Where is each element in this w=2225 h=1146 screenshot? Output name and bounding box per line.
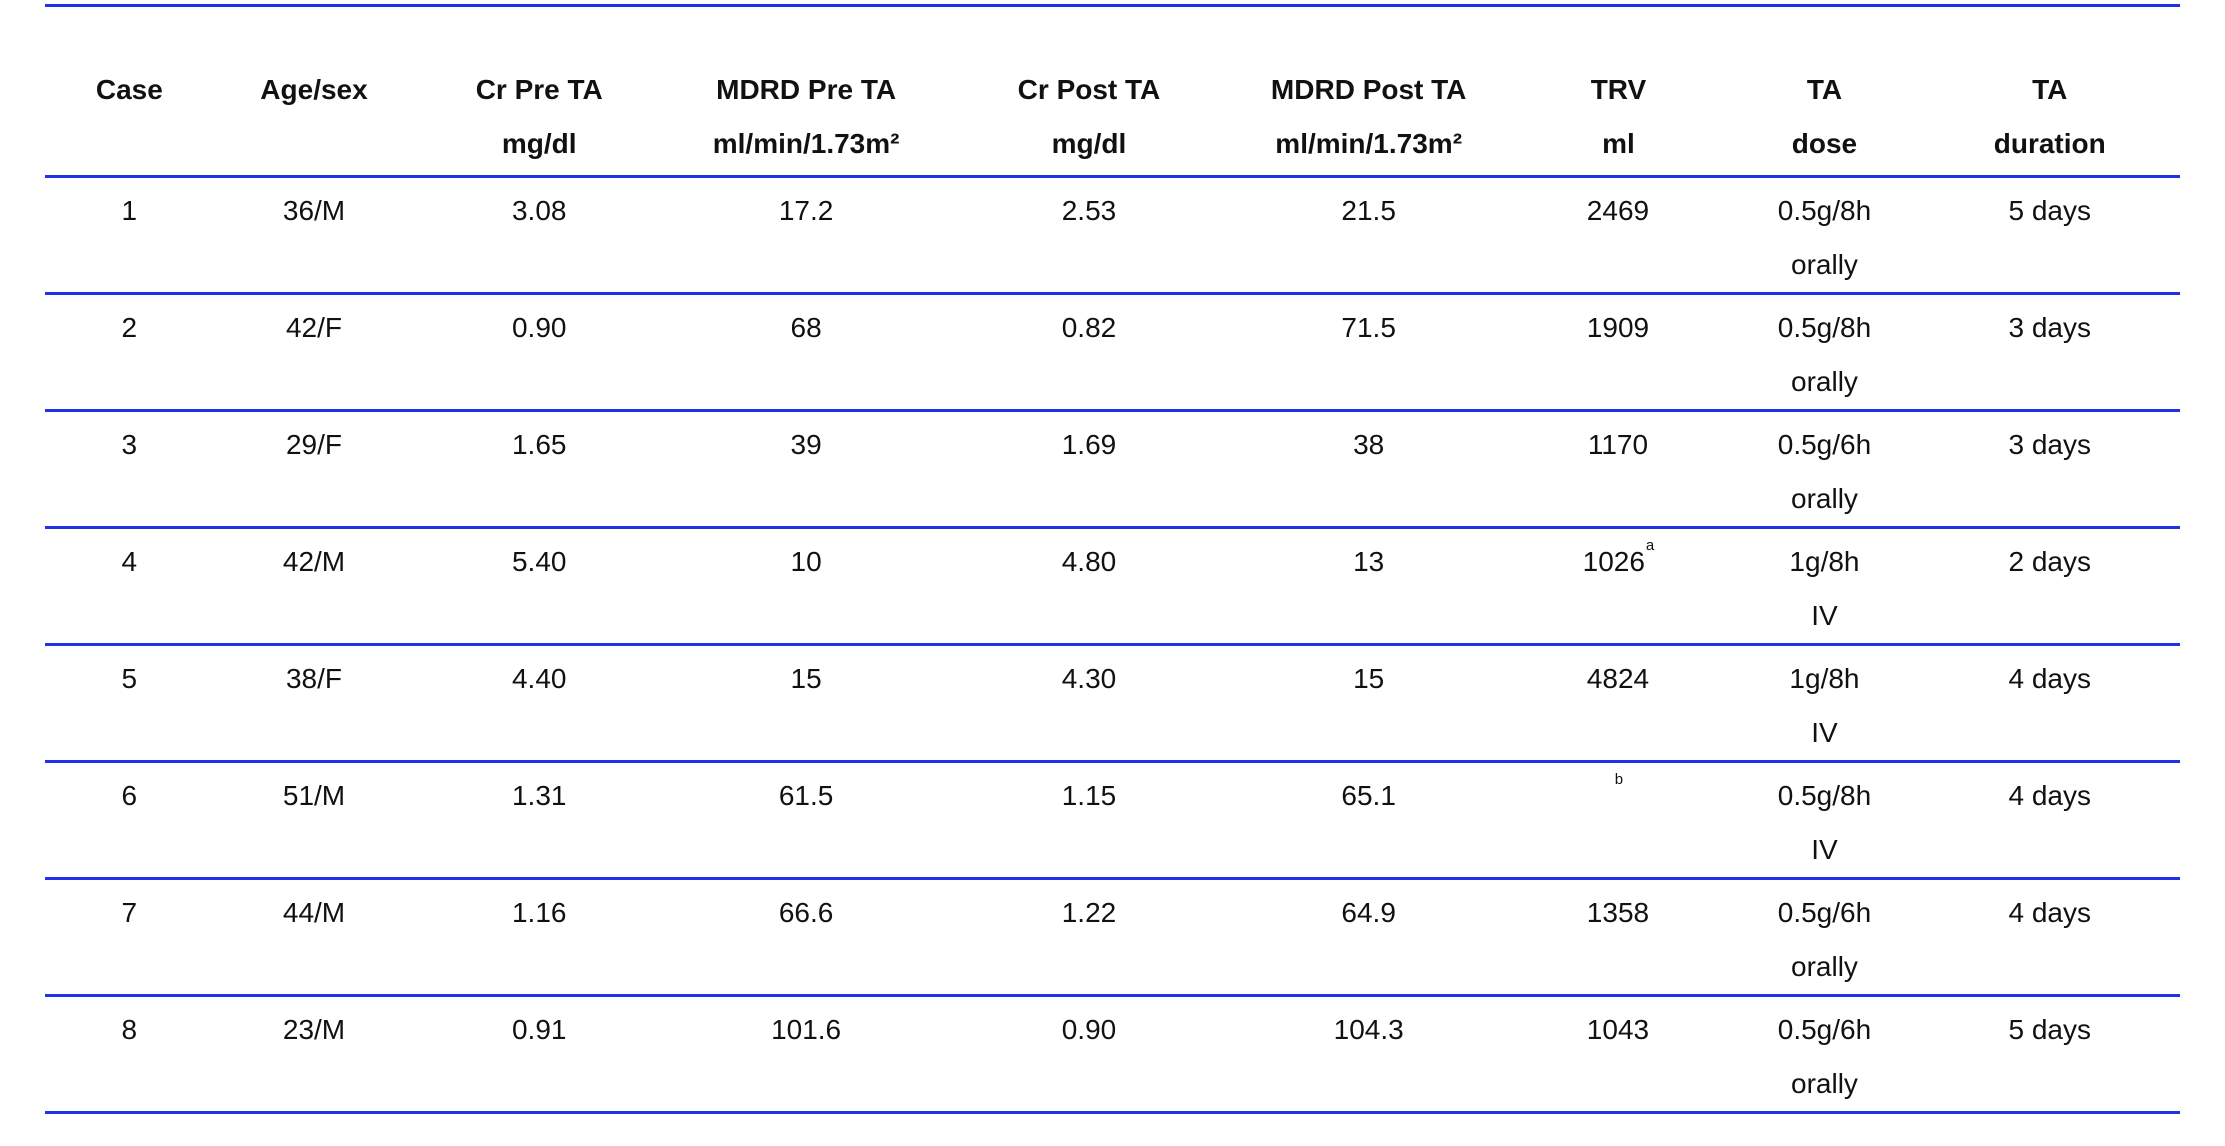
table-row: 7 44/M 1.16 66.6 1.22 64.9 1358 0.5g/6h o… bbox=[45, 878, 2180, 997]
cell-cr-pre-ta: 5.40 bbox=[414, 527, 665, 646]
cell-mdrd-pre-ta: 68 bbox=[664, 293, 949, 412]
cell-cr-pre-ta: 1.31 bbox=[414, 761, 665, 880]
cell-ta-dose: 0.5g/6h orally bbox=[1729, 878, 1920, 997]
cell-mdrd-pre-ta: 39 bbox=[664, 410, 949, 529]
cell-cr-pre-ta: 0.90 bbox=[414, 293, 665, 412]
cell-cr-pre-ta: 4.40 bbox=[414, 644, 665, 763]
cell-cr-pre-ta: 1.65 bbox=[414, 410, 665, 529]
cell-age-sex: 51/M bbox=[213, 761, 415, 880]
cell-cr-post-ta: 2.53 bbox=[948, 176, 1230, 295]
cell-mdrd-post-ta: 104.3 bbox=[1229, 995, 1508, 1114]
case-table-container: Case Age/sex Cr Pre TA mg/dl MDRD Pre TA m… bbox=[45, 4, 2180, 1114]
cell-case: 3 bbox=[45, 410, 214, 529]
cell-age-sex: 29/F bbox=[213, 410, 415, 529]
cell-age-sex: 42/F bbox=[213, 293, 415, 412]
table-row: 1 36/M 3.08 17.2 2.53 21.5 2469 0.5g/8h o… bbox=[45, 176, 2180, 295]
cell-ta-dose: 0.5g/8h IV bbox=[1729, 761, 1920, 880]
table-row: 2 42/F 0.90 68 0.82 71.5 1909 0.5g/8h ora… bbox=[45, 293, 2180, 412]
cell-age-sex: 42/M bbox=[213, 527, 415, 646]
cell-mdrd-pre-ta: 10 bbox=[664, 527, 949, 646]
cell-age-sex: 23/M bbox=[213, 995, 415, 1114]
cell-cr-post-ta: 1.69 bbox=[948, 410, 1230, 529]
cell-case: 5 bbox=[45, 644, 214, 763]
cell-mdrd-pre-ta: 101.6 bbox=[664, 995, 949, 1114]
cell-ta-dose: 0.5g/8h orally bbox=[1729, 176, 1920, 295]
cell-trv: b bbox=[1507, 761, 1730, 880]
cell-ta-duration: 5 days bbox=[1919, 995, 2180, 1114]
column-header-age-sex: Age/sex bbox=[213, 4, 415, 178]
table-row: 4 42/M 5.40 10 4.80 13 1026a 1g/8h IV 2 d… bbox=[45, 527, 2180, 646]
cell-cr-pre-ta: 0.91 bbox=[414, 995, 665, 1114]
cell-mdrd-post-ta: 64.9 bbox=[1229, 878, 1508, 997]
table-row: 6 51/M 1.31 61.5 1.15 65.1 b 0.5g/8h IV 4… bbox=[45, 761, 2180, 880]
column-header-trv: TRV ml bbox=[1507, 4, 1730, 178]
cell-trv: 1909 bbox=[1507, 293, 1730, 412]
cell-mdrd-pre-ta: 17.2 bbox=[664, 176, 949, 295]
trv-footnote-marker: b bbox=[1614, 770, 1624, 788]
cell-ta-duration: 4 days bbox=[1919, 644, 2180, 763]
cell-mdrd-post-ta: 65.1 bbox=[1229, 761, 1508, 880]
cell-trv: 4824 bbox=[1507, 644, 1730, 763]
cell-ta-dose: 0.5g/8h orally bbox=[1729, 293, 1920, 412]
cell-cr-post-ta: 0.90 bbox=[948, 995, 1230, 1114]
cell-mdrd-post-ta: 38 bbox=[1229, 410, 1508, 529]
cell-mdrd-post-ta: 15 bbox=[1229, 644, 1508, 763]
cell-age-sex: 36/M bbox=[213, 176, 415, 295]
cell-ta-duration: 5 days bbox=[1919, 176, 2180, 295]
cell-ta-duration: 4 days bbox=[1919, 761, 2180, 880]
cell-ta-dose: 0.5g/6h orally bbox=[1729, 995, 1920, 1114]
cell-case: 6 bbox=[45, 761, 214, 880]
cell-trv: 1026a bbox=[1507, 527, 1730, 646]
table-row: 5 38/F 4.40 15 4.30 15 4824 1g/8h IV 4 da… bbox=[45, 644, 2180, 763]
cell-trv: 1043 bbox=[1507, 995, 1730, 1114]
column-header-case: Case bbox=[45, 4, 214, 178]
column-header-cr-post-ta: Cr Post TA mg/dl bbox=[948, 4, 1230, 178]
cell-case: 7 bbox=[45, 878, 214, 997]
cell-mdrd-post-ta: 71.5 bbox=[1229, 293, 1508, 412]
cell-cr-post-ta: 1.15 bbox=[948, 761, 1230, 880]
cell-cr-pre-ta: 3.08 bbox=[414, 176, 665, 295]
cell-cr-post-ta: 1.22 bbox=[948, 878, 1230, 997]
cell-cr-post-ta: 4.30 bbox=[948, 644, 1230, 763]
cell-ta-dose: 1g/8h IV bbox=[1729, 527, 1920, 646]
cell-cr-post-ta: 0.82 bbox=[948, 293, 1230, 412]
cell-case: 2 bbox=[45, 293, 214, 412]
cell-case: 8 bbox=[45, 995, 214, 1114]
cell-mdrd-pre-ta: 61.5 bbox=[664, 761, 949, 880]
cell-ta-duration: 2 days bbox=[1919, 527, 2180, 646]
cell-mdrd-pre-ta: 66.6 bbox=[664, 878, 949, 997]
column-header-ta-duration: TA duration bbox=[1919, 4, 2180, 178]
cell-ta-duration: 3 days bbox=[1919, 410, 2180, 529]
cell-cr-pre-ta: 1.16 bbox=[414, 878, 665, 997]
cell-trv: 1170 bbox=[1507, 410, 1730, 529]
cell-mdrd-post-ta: 21.5 bbox=[1229, 176, 1508, 295]
cell-case: 1 bbox=[45, 176, 214, 295]
cell-case: 4 bbox=[45, 527, 214, 646]
cell-ta-duration: 4 days bbox=[1919, 878, 2180, 997]
cell-age-sex: 38/F bbox=[213, 644, 415, 763]
column-header-cr-pre-ta: Cr Pre TA mg/dl bbox=[414, 4, 665, 178]
cell-cr-post-ta: 4.80 bbox=[948, 527, 1230, 646]
column-header-ta-dose: TA dose bbox=[1729, 4, 1920, 178]
column-header-mdrd-post-ta: MDRD Post TA ml/min/1.73m² bbox=[1229, 4, 1508, 178]
trv-footnote-marker: a bbox=[1645, 536, 1655, 554]
cell-ta-dose: 0.5g/6h orally bbox=[1729, 410, 1920, 529]
cell-ta-duration: 3 days bbox=[1919, 293, 2180, 412]
column-header-mdrd-pre-ta: MDRD Pre TA ml/min/1.73m² bbox=[664, 4, 949, 178]
cell-mdrd-post-ta: 13 bbox=[1229, 527, 1508, 646]
cell-mdrd-pre-ta: 15 bbox=[664, 644, 949, 763]
table-row: 8 23/M 0.91 101.6 0.90 104.3 1043 0.5g/6… bbox=[45, 995, 2180, 1114]
table-row: 3 29/F 1.65 39 1.69 38 1170 0.5g/6h orall… bbox=[45, 410, 2180, 529]
cell-age-sex: 44/M bbox=[213, 878, 415, 997]
case-data-table: Case Age/sex Cr Pre TA mg/dl MDRD Pre TA m… bbox=[45, 4, 2180, 1114]
cell-trv: 2469 bbox=[1507, 176, 1730, 295]
header-row: Case Age/sex Cr Pre TA mg/dl MDRD Pre TA m… bbox=[45, 4, 2180, 178]
cell-trv: 1358 bbox=[1507, 878, 1730, 997]
cell-ta-dose: 1g/8h IV bbox=[1729, 644, 1920, 763]
